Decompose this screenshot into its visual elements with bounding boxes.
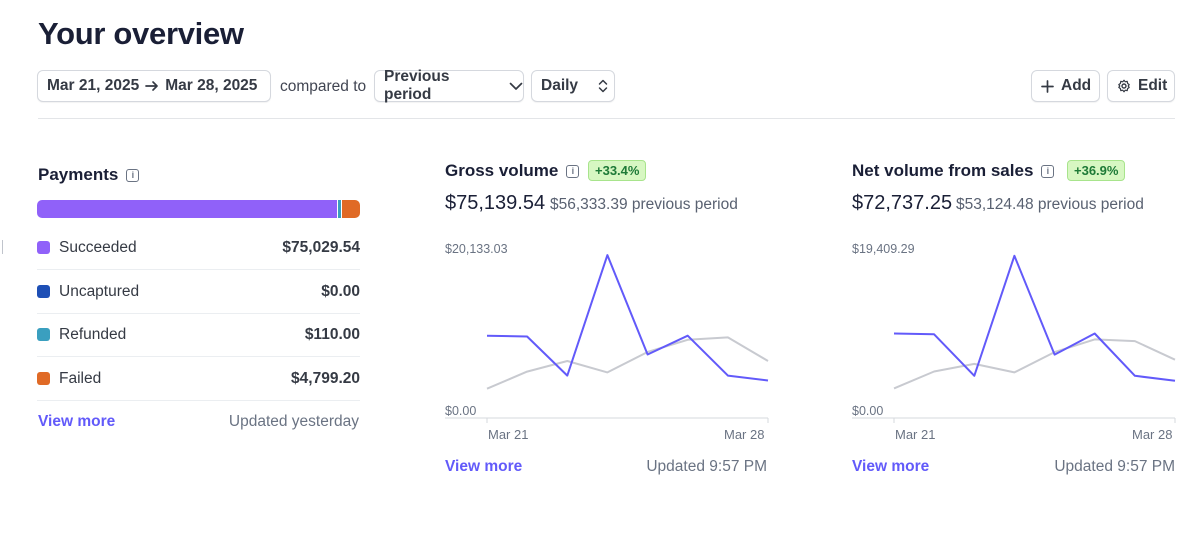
payment-row-uncaptured[interactable]: Uncaptured $0.00 <box>37 270 360 314</box>
payment-label: Refunded <box>59 325 127 343</box>
payment-label: Succeeded <box>59 238 137 256</box>
x-axis-start-label: Mar 21 <box>895 427 936 442</box>
previous-period-line <box>893 338 1176 390</box>
net-volume-title-label: Net volume from sales <box>852 161 1034 180</box>
legend-swatch <box>37 372 50 385</box>
payment-label: Uncaptured <box>59 282 140 300</box>
date-range-start: Mar 21, 2025 <box>47 77 140 94</box>
interval-value: Daily <box>541 77 579 94</box>
bar-segment-failed <box>340 200 360 218</box>
x-axis-end-label: Mar 28 <box>1132 427 1173 442</box>
gross-volume-title-label: Gross volume <box>445 161 559 180</box>
payments-view-more-link[interactable]: View more <box>38 413 116 430</box>
gross-volume-value: $75,139.54 <box>445 192 546 214</box>
y-axis-min-label: $0.00 <box>852 404 884 418</box>
add-label: Add <box>1061 77 1092 94</box>
legend-swatch <box>37 285 50 298</box>
interval-select[interactable]: Daily <box>531 70 615 102</box>
gross-volume-chart[interactable] <box>445 240 769 440</box>
net-volume-previous: $53,124.48 previous period <box>956 196 1144 213</box>
comparison-value: Previous period <box>384 68 450 103</box>
x-axis-end-label: Mar 28 <box>724 427 765 442</box>
compared-to-label: compared to <box>280 78 367 95</box>
payment-amount: $0.00 <box>321 282 360 300</box>
bar-segment-succeeded <box>37 200 337 218</box>
payment-row-refunded[interactable]: Refunded $110.00 <box>37 313 360 357</box>
net-volume-chart[interactable] <box>852 240 1176 440</box>
y-axis-max-label: $20,133.03 <box>445 242 508 256</box>
header-divider <box>38 118 1175 119</box>
gear-icon <box>1118 79 1130 93</box>
change-badge: +36.9% <box>1067 160 1126 181</box>
bar-segment-refunded <box>336 200 341 218</box>
gross-volume-previous: $56,333.39 previous period <box>550 196 738 213</box>
net-volume-value: $72,737.25 <box>852 192 953 214</box>
net-volume-view-more-link[interactable]: View more <box>852 458 930 475</box>
edit-label: Edit <box>1138 77 1168 94</box>
date-range-end: Mar 28, 2025 <box>165 77 258 94</box>
current-period-line <box>893 254 1176 382</box>
chevron-down-icon <box>509 82 523 90</box>
info-icon[interactable]: i <box>566 164 580 178</box>
payments-title-label: Payments <box>38 165 119 184</box>
info-icon[interactable]: i <box>1041 164 1055 178</box>
payment-row-succeeded[interactable]: Succeeded $75,029.54 <box>37 226 360 270</box>
payment-row-failed[interactable]: Failed $4,799.20 <box>37 357 360 401</box>
net-volume-title: Net volume from sales i <box>852 161 1055 181</box>
payments-updated-text: Updated yesterday <box>228 413 359 430</box>
payment-amount: $75,029.54 <box>282 238 360 256</box>
payment-label: Failed <box>59 369 102 387</box>
date-range-picker[interactable]: Mar 21, 2025 Mar 28, 2025 <box>37 70 271 102</box>
net-volume-updated-text: Updated 9:57 PM <box>1054 458 1175 475</box>
window-edge-marker <box>2 240 3 254</box>
payment-amount: $110.00 <box>304 325 360 343</box>
gross-volume-view-more-link[interactable]: View more <box>445 458 523 475</box>
change-badge: +33.4% <box>588 160 647 181</box>
y-axis-max-label: $19,409.29 <box>852 242 915 256</box>
legend-swatch <box>37 328 50 341</box>
payment-amount: $4,799.20 <box>291 369 360 387</box>
edit-button[interactable]: Edit <box>1107 70 1175 102</box>
gross-volume-title: Gross volume i <box>445 161 580 181</box>
comparison-select[interactable]: Previous period <box>374 68 524 103</box>
arrow-right-icon <box>145 81 159 91</box>
info-icon[interactable]: i <box>126 168 140 182</box>
previous-period-line <box>486 336 769 390</box>
current-period-line <box>486 254 769 382</box>
plus-icon <box>1041 79 1054 93</box>
payments-breakdown-bar <box>37 200 360 218</box>
y-axis-min-label: $0.00 <box>445 404 477 418</box>
payments-title: Payments i <box>38 165 140 185</box>
add-button[interactable]: Add <box>1031 70 1100 102</box>
x-axis-start-label: Mar 21 <box>488 427 529 442</box>
gross-volume-updated-text: Updated 9:57 PM <box>646 458 767 475</box>
page-title: Your overview <box>38 16 244 51</box>
legend-swatch <box>37 241 50 254</box>
chevron-up-down-icon <box>598 79 608 93</box>
